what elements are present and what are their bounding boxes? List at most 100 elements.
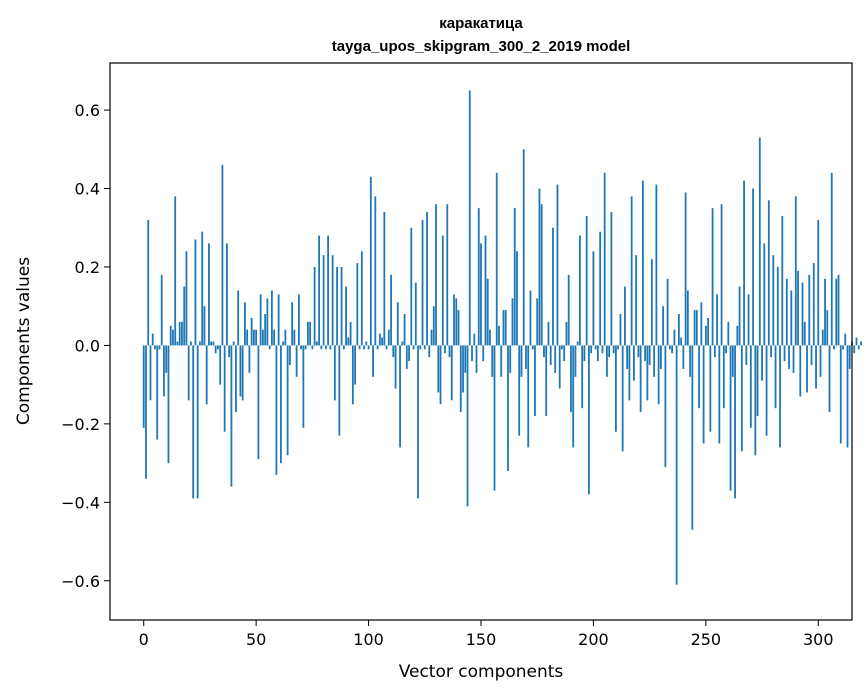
bar-277 <box>765 345 768 436</box>
bar-109 <box>387 329 390 346</box>
bar-243 <box>689 345 692 377</box>
bar-16 <box>178 321 181 346</box>
bar-167 <box>518 345 521 436</box>
bar-71 <box>302 345 305 428</box>
y-tick-label: 0.2 <box>75 258 100 277</box>
bar-251 <box>707 317 709 346</box>
bar-112 <box>394 345 397 389</box>
bar-154 <box>489 329 491 346</box>
bar-162 <box>507 345 509 471</box>
bar-98 <box>363 345 365 350</box>
bar-191 <box>572 345 575 448</box>
bar-313 <box>846 345 849 448</box>
bar-163 <box>509 345 512 373</box>
bar-158 <box>498 325 500 346</box>
bar-87 <box>338 345 341 436</box>
bar-173 <box>531 345 534 350</box>
bar-193 <box>576 341 579 346</box>
bar-249 <box>702 345 705 444</box>
bar-82 <box>327 235 329 346</box>
bar-188 <box>565 321 568 346</box>
bar-108 <box>385 345 388 350</box>
bar-105 <box>378 333 381 346</box>
bar-129 <box>432 306 435 346</box>
bar-144 <box>466 345 469 507</box>
bar-199 <box>590 345 593 354</box>
bar-42 <box>237 290 240 346</box>
bar-131 <box>437 345 440 393</box>
bar-183 <box>554 345 557 373</box>
bar-89 <box>342 345 345 350</box>
bar-96 <box>358 345 361 350</box>
bar-37 <box>226 243 228 346</box>
bar-40 <box>232 341 235 346</box>
bar-235 <box>671 345 674 354</box>
bar-94 <box>354 345 356 385</box>
bar-239 <box>680 337 683 346</box>
bar-70 <box>300 345 303 350</box>
bar-308 <box>835 278 838 346</box>
bar-165 <box>513 208 516 346</box>
bar-223 <box>644 345 647 362</box>
bar-189 <box>567 274 570 346</box>
y-tick-label: 0.6 <box>75 101 100 120</box>
bar-36 <box>223 345 226 432</box>
bar-60 <box>277 294 280 346</box>
bar-149 <box>477 208 480 346</box>
bar-225 <box>648 345 651 366</box>
bar-5 <box>154 345 156 350</box>
bar-53 <box>262 329 264 346</box>
bar-115 <box>401 341 404 346</box>
bar-244 <box>691 345 694 530</box>
bar-50 <box>255 329 258 346</box>
bar-110 <box>390 274 392 346</box>
bar-95 <box>356 263 359 346</box>
bar-164 <box>511 298 514 346</box>
bar-122 <box>417 345 419 499</box>
y-tick-label: −0.2 <box>61 415 100 434</box>
bar-18 <box>183 286 186 346</box>
bar-192 <box>574 345 577 377</box>
bar-194 <box>579 235 581 346</box>
bar-227 <box>653 345 656 377</box>
bar-85 <box>333 345 336 401</box>
bar-31 <box>212 341 215 346</box>
bar-195 <box>581 345 584 409</box>
bar-262 <box>731 345 734 377</box>
bar-182 <box>552 227 554 346</box>
bar-83 <box>329 345 332 350</box>
bar-317 <box>855 337 858 346</box>
bar-39 <box>230 345 233 487</box>
bar-269 <box>747 294 750 346</box>
bar-168 <box>520 345 523 377</box>
bar-232 <box>664 345 667 468</box>
bar-26 <box>201 231 204 346</box>
bar-179 <box>545 345 548 417</box>
bar-15 <box>176 341 179 346</box>
bar-181 <box>549 345 552 366</box>
bar-61 <box>279 345 282 464</box>
bar-289 <box>792 345 795 373</box>
bar-288 <box>790 290 793 346</box>
bar-219 <box>635 255 638 346</box>
bar-214 <box>624 286 626 346</box>
bar-88 <box>340 266 343 346</box>
bar-261 <box>729 345 732 491</box>
bar-92 <box>349 321 352 346</box>
bar-270 <box>749 345 752 428</box>
bar-267 <box>743 180 745 346</box>
bar-68 <box>295 345 298 377</box>
bar-156 <box>493 345 496 491</box>
bar-280 <box>772 255 775 346</box>
bar-69 <box>297 294 300 346</box>
bar-133 <box>441 235 444 346</box>
bar-299 <box>815 345 817 389</box>
bar-296 <box>808 274 811 346</box>
bar-190 <box>570 345 572 413</box>
bar-13 <box>172 329 174 346</box>
bar-213 <box>621 345 624 452</box>
bar-136 <box>448 345 451 358</box>
bar-248 <box>700 302 703 346</box>
bar-59 <box>275 345 278 475</box>
